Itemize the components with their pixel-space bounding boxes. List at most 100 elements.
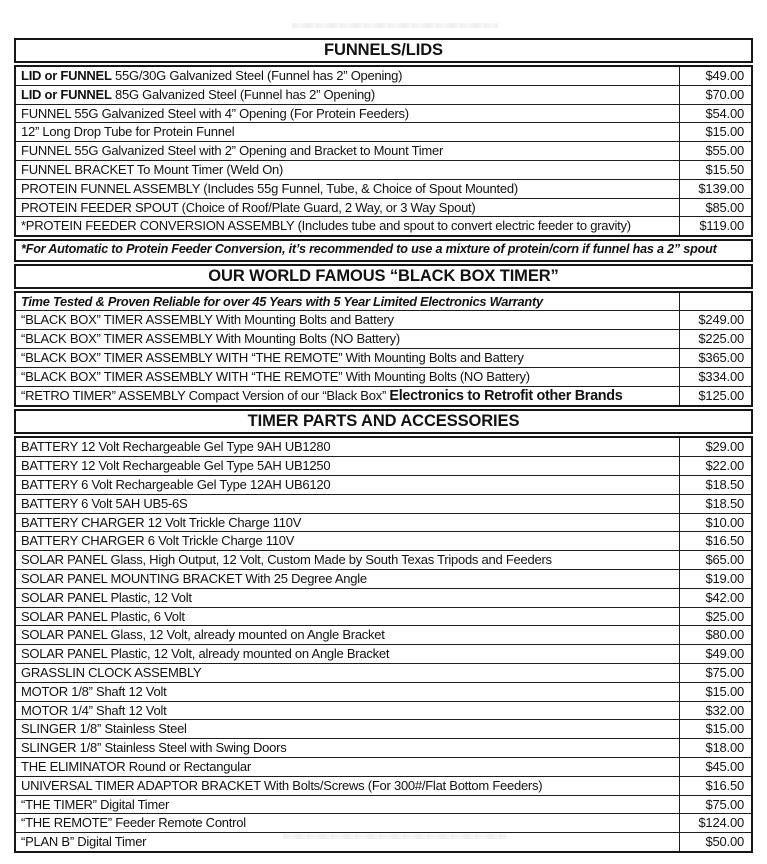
item-label: BATTERY 12 Volt Rechargeable Gel Type 5A… <box>21 458 331 474</box>
price-table: Time Tested & Proven Reliable for over 4… <box>14 290 753 408</box>
item-description-cell: “BLACK BOX” TIMER ASSEMBLY With Mounting… <box>14 310 680 331</box>
item-description-cell: GRASSLIN CLOCK ASSEMBLY <box>14 663 680 683</box>
item-label: “BLACK BOX” TIMER ASSEMBLY WITH “THE REM… <box>21 368 530 384</box>
item-label: Time Tested & Proven Reliable for over 4… <box>21 293 543 309</box>
table-row: SOLAR PANEL MOUNTING BRACKET With 25 Deg… <box>14 569 753 589</box>
item-description-cell: FUNNEL BRACKET To Mount Timer (Weld On) <box>14 159 680 180</box>
price-cell: $45.00 <box>679 757 753 777</box>
item-label: SLINGER 1/8” Stainless Steel <box>21 721 187 737</box>
item-label: GRASSLIN CLOCK ASSEMBLY <box>21 665 202 681</box>
price-cell: $25.00 <box>679 606 753 627</box>
price-cell: $49.00 <box>679 644 753 665</box>
item-label: “BLACK BOX” TIMER ASSEMBLY WITH “THE REM… <box>21 350 524 366</box>
price-cell: $18.50 <box>679 493 753 514</box>
item-label: PROTEIN FUNNEL ASSEMBLY (Includes 55g Fu… <box>21 180 518 196</box>
table-row: “RETRO TIMER” ASSEMBLY Compact Version o… <box>14 385 753 407</box>
price-table: LID or FUNNEL 55G/30G Galvanized Steel (… <box>14 65 753 238</box>
table-row: “BLACK BOX” TIMER ASSEMBLY With Mounting… <box>14 329 753 350</box>
table-row: LID or FUNNEL 85G Galvanized Steel (Funn… <box>14 84 753 105</box>
item-label: *PROTEIN FEEDER CONVERSION ASSEMBLY (Inc… <box>21 218 631 234</box>
price-cell: $49.00 <box>679 65 753 86</box>
price-cell: $22.00 <box>679 456 753 477</box>
item-description-cell: SLINGER 1/8” Stainless Steel <box>14 719 680 740</box>
item-description-cell: “RETRO TIMER” ASSEMBLY Compact Version o… <box>14 385 680 407</box>
table-row: *PROTEIN FEEDER CONVERSION ASSEMBLY (Inc… <box>14 216 753 237</box>
table-row: 12” Long Drop Tube for Protein Funnel $15… <box>14 122 753 143</box>
item-label: BATTERY 6 Volt 5AH UB5-6S <box>21 495 188 511</box>
table-row: SOLAR PANEL Glass, 12 Volt, already moun… <box>14 625 753 646</box>
price-cell: $124.00 <box>679 813 753 834</box>
item-description-cell: THE ELIMINATOR Round or Rectangular <box>14 757 680 777</box>
item-label: BATTERY 6 Volt Rechargeable Gel Type 12A… <box>21 477 331 493</box>
item-label: FUNNEL 55G Galvanized Steel with 4” Open… <box>21 105 409 121</box>
price-cell: $70.00 <box>679 84 753 105</box>
item-description-cell: “THE TIMER” Digital Timer <box>14 794 680 815</box>
item-description-cell: LID or FUNNEL 55G/30G Galvanized Steel (… <box>14 65 680 86</box>
item-label: “BLACK BOX” TIMER ASSEMBLY With Mounting… <box>21 312 394 328</box>
price-cell: $18.50 <box>679 475 753 495</box>
item-label: SOLAR PANEL Plastic, 12 Volt <box>21 589 192 605</box>
item-label: “THE REMOTE” Feeder Remote Control <box>21 815 246 831</box>
item-label: SOLAR PANEL Glass, High Output, 12 Volt,… <box>21 552 552 568</box>
item-label: “BLACK BOX” TIMER ASSEMBLY With Mounting… <box>21 331 400 347</box>
table-row: BATTERY 6 Volt Rechargeable Gel Type 12A… <box>14 475 753 495</box>
item-description-cell: FUNNEL 55G Galvanized Steel with 4” Open… <box>14 103 680 124</box>
item-description-cell: UNIVERSAL TIMER ADAPTOR BRACKET With Bol… <box>14 775 680 796</box>
table-row: SLINGER 1/8” Stainless Steel with Swing … <box>14 738 753 758</box>
item-description-cell: SOLAR PANEL MOUNTING BRACKET With 25 Deg… <box>14 569 680 589</box>
item-description-cell: FUNNEL 55G Galvanized Steel with 2” Open… <box>14 141 680 161</box>
item-label: 12” Long Drop Tube for Protein Funnel <box>21 124 235 140</box>
item-label: SOLAR PANEL Plastic, 12 Volt, already mo… <box>21 646 390 662</box>
price-cell: $19.00 <box>679 569 753 589</box>
table-row: LID or FUNNEL 55G/30G Galvanized Steel (… <box>14 65 753 86</box>
table-row: SOLAR PANEL Plastic, 6 Volt $25.00 <box>14 606 753 627</box>
price-cell: $42.00 <box>679 587 753 608</box>
price-cell: $139.00 <box>679 178 753 199</box>
item-description-cell: “BLACK BOX” TIMER ASSEMBLY WITH “THE REM… <box>14 348 680 368</box>
item-description-cell: Time Tested & Proven Reliable for over 4… <box>14 291 680 312</box>
item-description-cell: BATTERY 6 Volt 5AH UB5-6S <box>14 493 680 514</box>
price-cell: $15.00 <box>679 122 753 143</box>
table-row: “BLACK BOX” TIMER ASSEMBLY With Mounting… <box>14 310 753 331</box>
item-description-cell: SOLAR PANEL Glass, High Output, 12 Volt,… <box>14 550 680 571</box>
table-row: THE ELIMINATOR Round or Rectangular $45.0… <box>14 757 753 777</box>
price-cell: $29.00 <box>679 436 753 458</box>
price-cell: $249.00 <box>679 310 753 331</box>
item-label: BATTERY CHARGER 6 Volt Trickle Charge 11… <box>21 533 295 549</box>
table-row: BATTERY 12 Volt Rechargeable Gel Type 5A… <box>14 456 753 477</box>
price-section: OUR WORLD FAMOUS “BLACK BOX TIMER” Time T… <box>14 263 753 408</box>
item-description-cell: BATTERY CHARGER 6 Volt Trickle Charge 11… <box>14 531 680 552</box>
footnote-row: *For Automatic to Protein Feeder Convers… <box>14 239 753 262</box>
table-row: “THE REMOTE” Feeder Remote Control $124.0… <box>14 813 753 834</box>
table-row: FUNNEL BRACKET To Mount Timer (Weld On) $… <box>14 159 753 180</box>
table-row: BATTERY 6 Volt 5AH UB5-6S $18.50 <box>14 493 753 514</box>
item-description-cell: “BLACK BOX” TIMER ASSEMBLY With Mounting… <box>14 329 680 350</box>
item-description-cell: BATTERY 6 Volt Rechargeable Gel Type 12A… <box>14 475 680 495</box>
table-row: “PLAN B” Digital Timer $50.00 <box>14 832 753 853</box>
item-description-cell: PROTEIN FEEDER SPOUT (Choice of Roof/Pla… <box>14 197 680 218</box>
price-list: FUNNELS/LIDS LID or FUNNEL 55G/30G Galvan… <box>14 38 753 853</box>
item-description-cell: SOLAR PANEL Plastic, 6 Volt <box>14 606 680 627</box>
table-row: “BLACK BOX” TIMER ASSEMBLY WITH “THE REM… <box>14 366 753 387</box>
item-description-cell: MOTOR 1/4” Shaft 12 Volt <box>14 700 680 721</box>
price-cell: $18.00 <box>679 738 753 758</box>
faint-watermark-bottom <box>283 834 507 839</box>
item-description-cell: BATTERY CHARGER 12 Volt Trickle Charge 1… <box>14 512 680 533</box>
item-description-cell: LID or FUNNEL 85G Galvanized Steel (Funn… <box>14 84 680 105</box>
section-header: TIMER PARTS AND ACCESSORIES <box>14 409 753 435</box>
price-section: FUNNELS/LIDS LID or FUNNEL 55G/30G Galvan… <box>14 38 753 262</box>
item-label: UNIVERSAL TIMER ADAPTOR BRACKET With Bol… <box>21 777 543 793</box>
table-row: BATTERY CHARGER 12 Volt Trickle Charge 1… <box>14 512 753 533</box>
price-cell: $65.00 <box>679 550 753 571</box>
item-label: THE ELIMINATOR Round or Rectangular <box>21 759 251 774</box>
table-row: PROTEIN FEEDER SPOUT (Choice of Roof/Pla… <box>14 197 753 218</box>
item-label: “RETRO TIMER” ASSEMBLY Compact Version o… <box>21 387 390 403</box>
item-label: FUNNEL BRACKET To Mount Timer (Weld On) <box>21 161 284 177</box>
item-description-cell: BATTERY 12 Volt Rechargeable Gel Type 5A… <box>14 456 680 477</box>
item-description-cell: SOLAR PANEL Plastic, 12 Volt, already mo… <box>14 644 680 665</box>
table-row: BATTERY CHARGER 6 Volt Trickle Charge 11… <box>14 531 753 552</box>
table-row: GRASSLIN CLOCK ASSEMBLY $75.00 <box>14 663 753 683</box>
table-row: “THE TIMER” Digital Timer $75.00 <box>14 794 753 815</box>
price-cell: $15.00 <box>679 681 753 702</box>
price-cell: $15.50 <box>679 159 753 180</box>
